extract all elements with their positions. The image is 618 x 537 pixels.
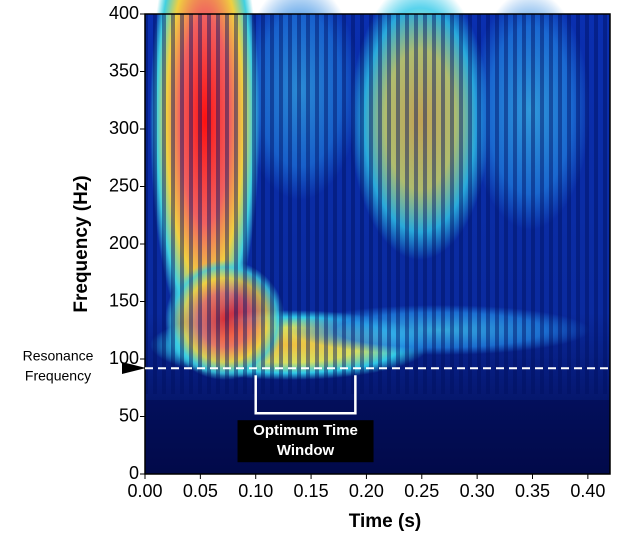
y-tick-label: 200 bbox=[109, 233, 139, 253]
resonance-label: Frequency bbox=[25, 368, 91, 384]
x-tick-label: 0.20 bbox=[349, 481, 384, 501]
y-tick-label: 100 bbox=[109, 348, 139, 368]
y-tick-label: 250 bbox=[109, 175, 139, 195]
x-tick-label: 0.10 bbox=[238, 481, 273, 501]
scalogram-image bbox=[145, 0, 610, 474]
y-tick-label: 350 bbox=[109, 60, 139, 80]
resonance-arrow bbox=[122, 362, 146, 374]
y-tick-label: 50 bbox=[119, 405, 139, 425]
optimum-window-box bbox=[237, 420, 374, 463]
x-tick-label: 0.30 bbox=[460, 481, 495, 501]
x-axis-title: Time (s) bbox=[349, 511, 422, 532]
y-tick-label: 300 bbox=[109, 118, 139, 138]
y-axis-title: Frequency (Hz) bbox=[71, 175, 92, 312]
y-tick-label: 400 bbox=[109, 3, 139, 23]
x-tick-label: 0.35 bbox=[515, 481, 550, 501]
y-tick-label: 150 bbox=[109, 290, 139, 310]
x-tick-label: 0.25 bbox=[404, 481, 439, 501]
optimum-window-bracket bbox=[254, 375, 357, 415]
x-tick-label: 0.15 bbox=[294, 481, 329, 501]
x-tick-label: 0.40 bbox=[570, 481, 605, 501]
x-tick-label: 0.05 bbox=[183, 481, 218, 501]
resonance-label: Resonance bbox=[23, 348, 94, 364]
optimum-window-label: Optimum Time bbox=[253, 422, 358, 439]
y-tick-label: 0 bbox=[129, 463, 139, 483]
x-tick-label: 0.00 bbox=[127, 481, 162, 501]
optimum-window-label: Window bbox=[277, 442, 335, 459]
